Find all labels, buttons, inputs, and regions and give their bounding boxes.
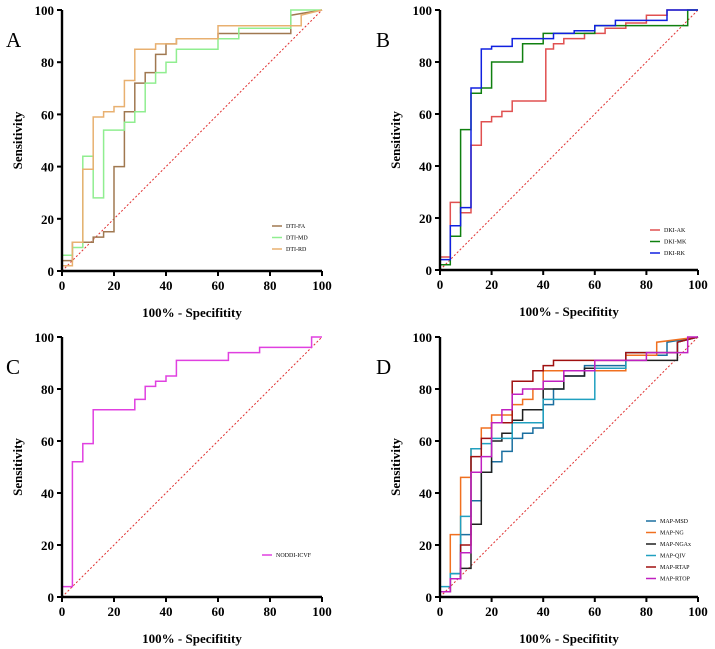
reference-diagonal-line	[61, 9, 323, 272]
x-tick-label: 0	[59, 604, 66, 619]
x-tick-label: 40	[537, 277, 550, 292]
y-tick-label: 40	[419, 159, 432, 174]
panel-letter: C	[6, 355, 20, 379]
x-tick-label: 80	[264, 604, 277, 619]
legend: DKI-AK DKI-MK DKI-RK	[650, 228, 687, 257]
y-tick-label: 0	[48, 264, 55, 279]
y-tick-label: 60	[419, 434, 432, 449]
legend-label: MAP-RTOP	[660, 577, 691, 583]
x-tick-label: 40	[537, 604, 550, 619]
panel-letter: D	[376, 355, 391, 379]
legend-label: DKI-MK	[664, 240, 687, 246]
y-axis-label: Sensitivity	[388, 438, 403, 496]
x-tick-label: 20	[108, 278, 121, 293]
x-tick-label: 60	[588, 277, 601, 292]
legend: DTI-FA DTI-MD DTI-RD	[272, 224, 308, 253]
reference-diagonal-line	[61, 336, 323, 598]
panel-letter: A	[6, 28, 22, 52]
x-tick-label: 100	[688, 277, 708, 292]
x-tick-label: 40	[160, 278, 173, 293]
legend-label: DTI-MD	[286, 236, 308, 242]
legend-label: MAP-RTAP	[660, 565, 690, 571]
reference-diagonal-line	[439, 9, 699, 271]
y-tick-label: 20	[41, 212, 54, 227]
roc-curve-dki-rk	[439, 9, 698, 270]
y-tick-label: 100	[413, 3, 433, 18]
x-tick-label: 60	[588, 604, 601, 619]
x-tick-label: 80	[640, 277, 653, 292]
panel-b: B 0 20 40 60 80 100 0 20 40 60 80 100 100% - Specifit…	[376, 3, 708, 319]
x-tick-label: 20	[485, 604, 498, 619]
y-tick-label: 20	[419, 538, 432, 553]
y-tick-label: 60	[41, 107, 54, 122]
legend-label: NODDI-ICVF	[276, 553, 312, 559]
legend: MAP-MSD MAP-NG MAP-NGAx MAP-QIV MAP-RTAP MAP-…	[646, 519, 691, 583]
legend-label: MAP-NG	[660, 531, 684, 537]
y-axis-label: Sensitivity	[10, 111, 25, 169]
x-tick-label: 20	[485, 277, 498, 292]
roc-curve-map-rtop	[439, 336, 698, 597]
legend-label: DTI-FA	[286, 224, 306, 230]
x-tick-label: 100	[688, 604, 708, 619]
panel-d: D 0 20 40 60 80 100 0 20 40 60 80 100 100% - Specifit…	[376, 330, 708, 646]
legend-label: DTI-RD	[286, 247, 307, 253]
x-tick-label: 40	[160, 604, 173, 619]
legend-label: DKI-RK	[664, 251, 686, 257]
y-tick-label: 60	[41, 434, 54, 449]
panel-letter: B	[376, 28, 390, 52]
x-tick-label: 0	[59, 278, 66, 293]
x-axis-label: 100% - Specifitity	[142, 631, 242, 646]
y-tick-label: 20	[419, 211, 432, 226]
roc-curve-dti-rd	[61, 9, 323, 271]
panel-a: A 0 20 40 60 80 100 0 20 40 60 80 100 100% - Specifit…	[6, 3, 332, 320]
y-tick-label: 40	[41, 160, 54, 175]
x-tick-label: 80	[264, 278, 277, 293]
legend-label: MAP-MSD	[660, 519, 689, 525]
y-tick-label: 20	[41, 538, 54, 553]
y-tick-label: 80	[41, 382, 54, 397]
roc-curve-dki-ak	[439, 9, 698, 270]
reference-diagonal-line	[439, 336, 699, 598]
x-tick-label: 20	[108, 604, 121, 619]
x-tick-label: 100	[312, 278, 332, 293]
y-tick-label: 100	[35, 3, 55, 18]
roc-curve-noddi-icvf	[61, 336, 322, 597]
y-tick-label: 100	[35, 330, 55, 345]
y-tick-label: 80	[41, 55, 54, 70]
x-tick-label: 0	[437, 277, 444, 292]
legend-label: MAP-NGAx	[660, 542, 691, 548]
panel-c: C 0 20 40 60 80 100 0 20 40 60 80 100 100% - Specifit…	[6, 330, 332, 646]
x-axis-label: 100% - Specifitity	[519, 631, 619, 646]
x-tick-label: 0	[437, 604, 444, 619]
y-axis-label: Sensitivity	[388, 111, 403, 169]
y-tick-label: 40	[41, 486, 54, 501]
legend-label: DKI-AK	[664, 228, 686, 234]
y-tick-label: 60	[419, 107, 432, 122]
y-tick-label: 40	[419, 486, 432, 501]
x-tick-label: 60	[212, 604, 225, 619]
y-tick-label: 0	[48, 590, 55, 605]
roc-curve-dki-mk	[439, 9, 698, 270]
y-tick-label: 80	[419, 55, 432, 70]
y-tick-label: 0	[426, 590, 433, 605]
x-tick-label: 100	[312, 604, 332, 619]
x-tick-label: 60	[212, 278, 225, 293]
x-tick-label: 80	[640, 604, 653, 619]
x-axis-label: 100% - Specifitity	[142, 305, 242, 320]
y-tick-label: 100	[413, 330, 433, 345]
y-axis-label: Sensitivity	[10, 438, 25, 496]
legend: NODDI-ICVF	[262, 553, 312, 559]
y-tick-label: 80	[419, 382, 432, 397]
y-tick-label: 0	[426, 263, 433, 278]
legend-label: MAP-QIV	[660, 554, 686, 560]
x-axis-label: 100% - Specifitity	[519, 304, 619, 319]
